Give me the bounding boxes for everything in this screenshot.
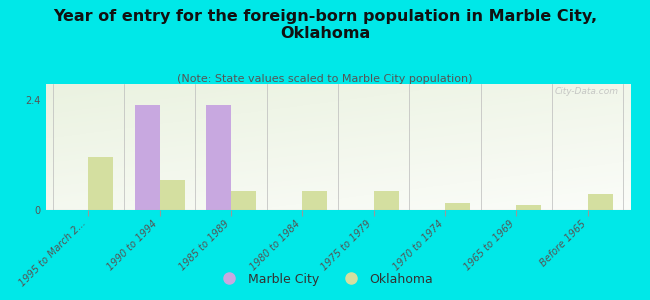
Legend: Marble City, Oklahoma: Marble City, Oklahoma: [212, 268, 438, 291]
Bar: [88, 157, 113, 210]
Bar: [302, 191, 328, 210]
Bar: [588, 194, 613, 210]
Bar: [516, 206, 541, 210]
Bar: [374, 191, 398, 210]
Text: Year of entry for the foreign-born population in Marble City,
Oklahoma: Year of entry for the foreign-born popul…: [53, 9, 597, 41]
Bar: [231, 191, 256, 210]
Bar: [135, 105, 160, 210]
Text: (Note: State values scaled to Marble City population): (Note: State values scaled to Marble Cit…: [177, 74, 473, 83]
Text: City-Data.com: City-Data.com: [555, 86, 619, 95]
Bar: [160, 180, 185, 210]
Bar: [445, 203, 470, 210]
Bar: [206, 105, 231, 210]
